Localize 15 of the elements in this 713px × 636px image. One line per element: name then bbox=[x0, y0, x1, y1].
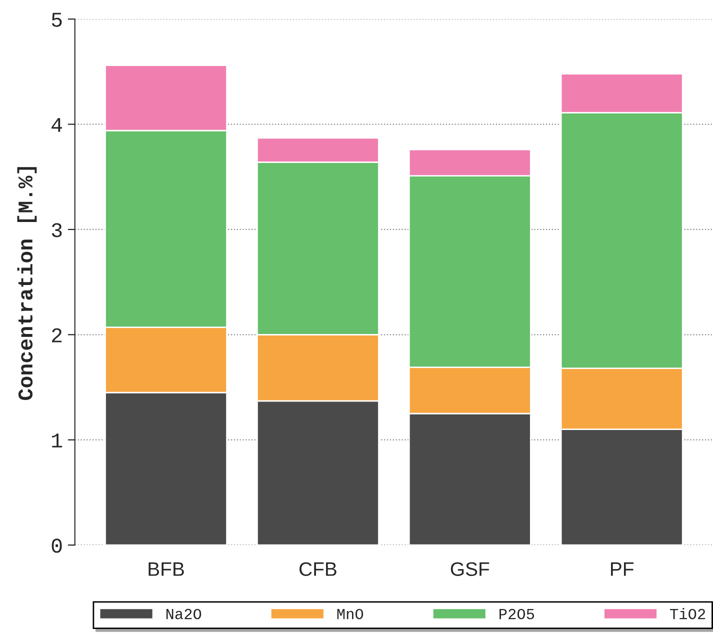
x-tick-label: BFB bbox=[148, 562, 184, 576]
y-axis-title: Concentration [M.%] bbox=[17, 167, 37, 400]
y-tick-label: 0 bbox=[52, 538, 62, 553]
x-tick-label: PF bbox=[611, 562, 634, 576]
y-tick-label: 5 bbox=[52, 12, 62, 27]
legend-label: MnO bbox=[337, 608, 364, 620]
x-tick-label: CFB bbox=[300, 562, 336, 576]
legend-label: Na2O bbox=[166, 608, 202, 620]
x-tick-label: GSF bbox=[450, 562, 490, 576]
y-tick-label: 4 bbox=[52, 118, 62, 132]
y-tick-label: 3 bbox=[52, 223, 62, 238]
y-tick-label: 2 bbox=[52, 328, 62, 342]
y-tick-label: 1 bbox=[52, 434, 62, 448]
legend-label: P2O5 bbox=[500, 608, 534, 620]
legend-label: TiO2 bbox=[670, 608, 706, 620]
